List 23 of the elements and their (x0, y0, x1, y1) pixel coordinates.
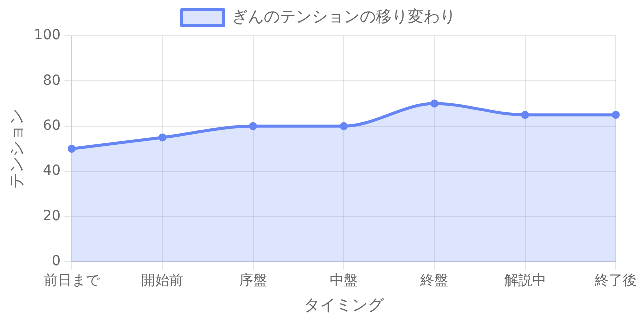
x-axis-title: タイミング (304, 296, 385, 315)
point (158, 134, 167, 142)
point (249, 122, 258, 130)
x-tick-label: 終了後 (594, 273, 637, 290)
x-tick-label: 終盤 (420, 273, 449, 290)
point (68, 145, 76, 153)
legend-label: ぎんのテンションの移り変わり (232, 7, 456, 26)
x-tick-label: 序盤 (239, 273, 268, 290)
y-axis-title: テンション (6, 109, 26, 189)
point (521, 111, 530, 120)
point (340, 122, 348, 130)
y-tick-label: 20 (43, 208, 61, 224)
y-tick-label: 0 (52, 254, 61, 270)
x-tick-label: 前日まで (44, 273, 101, 290)
y-tick-label: 60 (43, 118, 61, 134)
point (430, 100, 439, 108)
point (612, 111, 620, 120)
x-tick-label: 解説中 (504, 273, 546, 290)
x-tick-label: 開始前 (142, 273, 184, 290)
y-tick-label: 80 (43, 72, 61, 89)
y-tick-label: 40 (43, 163, 61, 180)
y-tick-label: 100 (34, 28, 61, 44)
x-tick-label: 中盤 (330, 273, 358, 290)
